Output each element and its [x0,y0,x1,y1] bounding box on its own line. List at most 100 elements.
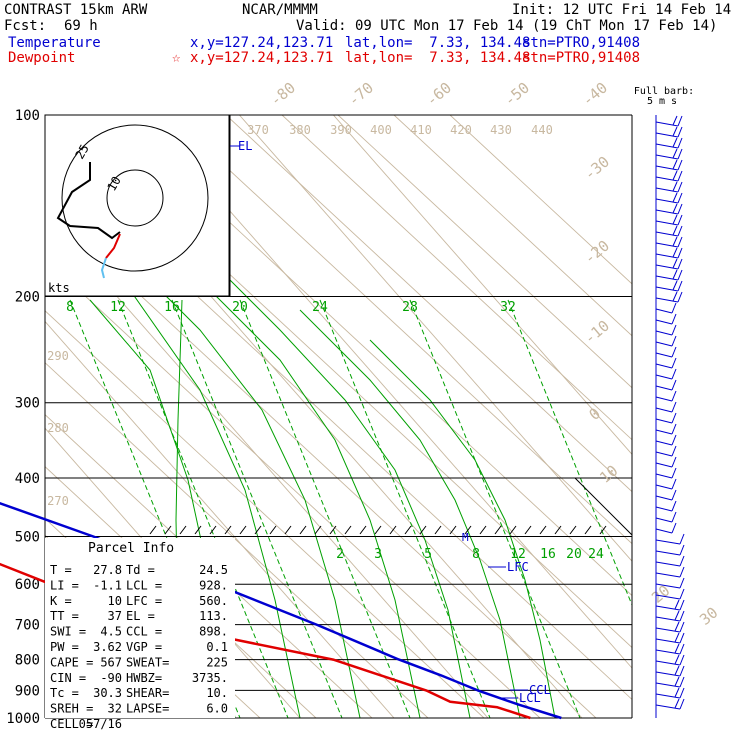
wind-barb [655,225,683,237]
pressure-tick-label: 600 [15,577,40,593]
wind-barb [655,643,685,655]
parcel-info-title: Parcel Info [88,541,174,556]
wind-barb [655,137,683,149]
wind-barb-flag [672,280,678,291]
wind-barb-shaft [655,704,681,710]
wind-barb-flag [679,533,685,545]
dry-adiabat-line [45,362,429,718]
hodograph-box [44,114,231,297]
dewpoint-xy: x,y=127.24,123.71 [190,50,334,66]
temperature-xy: x,y=127.24,123.71 [190,35,334,51]
pressure-tick-label: 100 [15,108,40,124]
wind-barb [655,412,677,424]
wind-barb-shaft [655,363,673,369]
wind-barb-flag [677,247,683,259]
isotherm-label: 30 [696,603,721,628]
wind-barb-flag [679,610,685,622]
wind-barb [655,423,677,435]
isotherm-line [239,115,632,562]
dry-adiabat-line [45,414,373,718]
temperature-latlon: lat,lon= 7.33, 134.48 [345,35,531,51]
wind-barb [655,324,677,336]
wind-barb-shaft [655,638,681,644]
moist-adiabat-curve [299,309,521,718]
dry-adiabat-line [449,115,632,285]
mixing-ratio-label: 28 [402,300,418,315]
wind-barb-flag [671,522,677,534]
wind-barb-flag [679,698,685,710]
isotherm-label: -50 [501,79,533,110]
hatch-mark [164,525,172,535]
wind-barb-flag [671,379,677,391]
wind-barb-flag [679,676,685,688]
wind-barb-flag [679,566,685,578]
isotherm-label: 0 [586,404,604,424]
wind-barb-flag [679,588,685,600]
barb-legend-title: Full barb: [634,86,694,97]
wind-barb [655,291,683,303]
wind-barb-flag [672,291,678,302]
wind-barb-shaft [655,495,673,501]
wind-barb-shaft [655,198,679,204]
parcel-info-value: 3.62 [93,640,122,654]
mixing-ratio-label: 12 [510,547,526,562]
wind-barb-shaft [655,605,681,611]
wind-barb-flag [672,159,678,170]
wind-barb-shaft [655,627,681,633]
wind-barb-shaft [655,418,673,424]
parcel-info-key: LFC = [126,594,162,608]
hatch-mark [179,525,187,535]
wind-barb-flag [677,225,683,237]
parcel-info-key: Tc = [50,686,79,700]
wind-barb-flag [674,687,680,698]
mixing-ratio-label: 8 [472,547,480,562]
wind-barb-flag [677,214,683,226]
wind-barb-shaft [655,616,681,622]
mixing-ratio-line [117,299,289,718]
wind-barb [655,478,677,490]
wind-barb-flag [672,126,678,137]
model-title: CONTRAST 15km ARW [4,2,148,18]
wind-barb [655,511,677,523]
hatch-mark [554,525,562,535]
parcel-info-key: TT = [50,609,79,623]
wind-barb-flag [674,676,680,687]
hatch-mark [209,525,217,535]
parcel-info-key: T = [50,563,72,577]
wind-barb-shaft [655,264,679,270]
hodograph-ring-label: 10 [104,174,123,194]
parcel-info-key: LI = [50,578,79,592]
hatch-mark [299,525,307,535]
wind-barb [655,610,685,622]
parcel-info-value: 225 [206,655,228,669]
parcel-info-value: 30.3 [93,686,122,700]
wind-barb [655,247,683,259]
mixing-ratio-label: 5 [424,547,432,562]
hatch-mark [404,525,412,535]
parcel-info-value: 27.8 [93,563,122,577]
parcel-info-value: 057/16 [79,717,122,731]
wind-barb-shaft [655,297,679,303]
wind-barb [655,269,683,281]
wind-barb-flag [672,181,678,192]
parcel-info-value: 10. [206,686,228,700]
wind-barb [655,390,677,402]
wind-barb-flag [671,467,677,479]
pressure-tick-label: 300 [15,396,40,412]
wind-barb-shaft [655,165,679,171]
mixing-ratio-line [319,299,491,718]
wind-barb-flag [671,401,677,413]
hatch-mark [149,525,157,535]
theta-label: 400 [370,123,392,137]
hatch-mark [314,525,322,535]
wind-barb-shaft [655,374,673,380]
hatch-mark [194,525,202,535]
wind-barb-flag [672,269,678,280]
hatch-mark [494,525,502,535]
wind-barb-shaft [655,583,681,589]
wind-barb [655,687,685,699]
wind-barb-flag [679,643,685,655]
wind-barb [655,280,683,292]
theta-label: 430 [490,123,512,137]
